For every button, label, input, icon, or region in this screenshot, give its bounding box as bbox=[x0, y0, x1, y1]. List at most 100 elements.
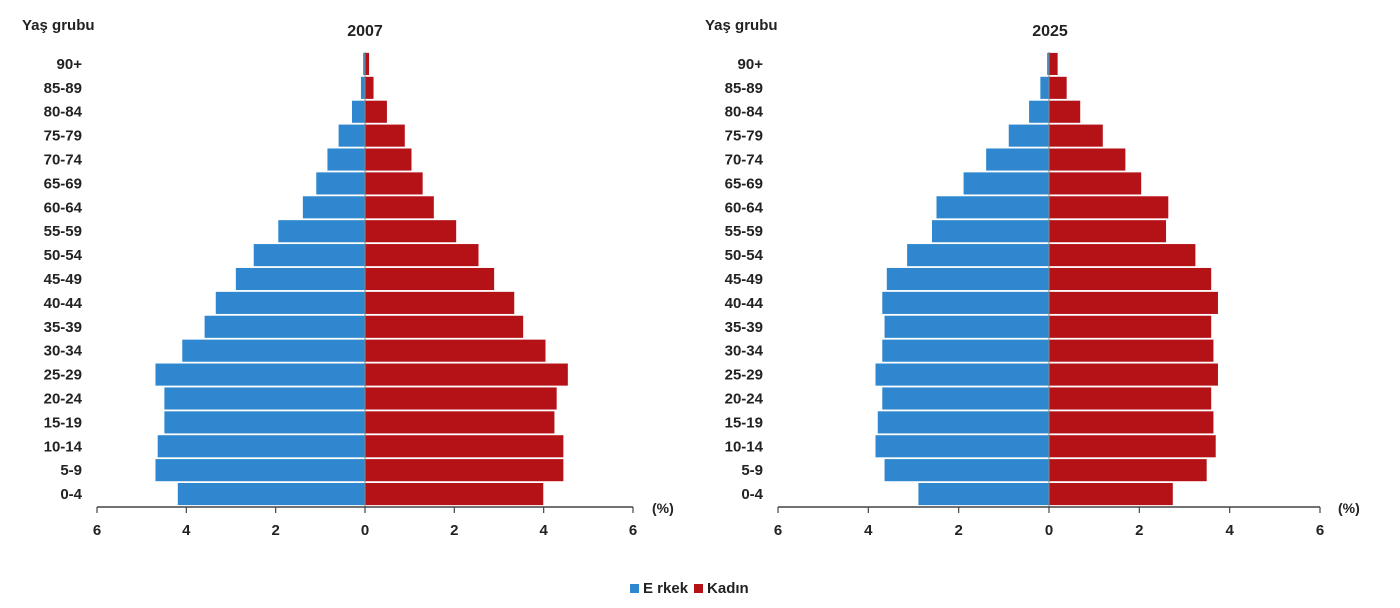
age-group-label: 25-29 bbox=[44, 367, 82, 384]
age-group-label: 15-19 bbox=[725, 414, 763, 431]
age-group-label: 65-69 bbox=[725, 175, 763, 192]
bar-female-35-39 bbox=[364, 314, 524, 339]
age-group-label: 90+ bbox=[738, 56, 764, 73]
age-group-label: 85-89 bbox=[44, 80, 82, 97]
bar-female-15-19 bbox=[1048, 410, 1215, 435]
age-group-label: 25-29 bbox=[725, 367, 763, 384]
bar-male-25-29 bbox=[874, 362, 1050, 387]
age-group-label: 45-49 bbox=[44, 271, 82, 288]
x-tick-label: 4 bbox=[182, 522, 191, 539]
bar-female-45-49 bbox=[364, 267, 495, 291]
bar-male-60-64 bbox=[935, 195, 1050, 220]
bar-female-0-4 bbox=[1048, 482, 1174, 506]
age-group-label: 70-74 bbox=[44, 152, 83, 169]
x-tick-label: 4 bbox=[539, 522, 548, 539]
x-tick-label: 0 bbox=[1045, 522, 1053, 539]
x-tick-label: 6 bbox=[1316, 522, 1324, 539]
bar-female-10-14 bbox=[364, 434, 565, 459]
bar-male-0-4 bbox=[917, 482, 1050, 506]
bar-female-10-14 bbox=[1048, 434, 1217, 459]
bar-male-55-59 bbox=[277, 219, 366, 244]
bar-female-90+ bbox=[1048, 52, 1059, 76]
x-tick-label: 2 bbox=[954, 522, 962, 539]
age-group-label: 50-54 bbox=[725, 247, 764, 264]
bar-male-20-24 bbox=[881, 386, 1050, 411]
bar-male-10-14 bbox=[874, 434, 1050, 459]
bar-female-5-9 bbox=[364, 458, 565, 483]
bar-male-20-24 bbox=[163, 386, 366, 411]
bar-female-0-4 bbox=[364, 482, 545, 506]
bar-male-30-34 bbox=[181, 338, 366, 363]
bar-male-85-89 bbox=[1039, 75, 1050, 100]
x-axis-unit: (%) bbox=[1338, 500, 1360, 516]
bar-female-50-54 bbox=[1048, 243, 1197, 267]
bar-male-85-89 bbox=[360, 75, 366, 100]
x-tick-label: 4 bbox=[1225, 522, 1234, 539]
bar-female-85-89 bbox=[364, 75, 375, 100]
bar-male-65-69 bbox=[315, 171, 366, 196]
legend-label-female: Kadın bbox=[707, 579, 749, 597]
bar-male-40-44 bbox=[214, 291, 366, 315]
bar-male-15-19 bbox=[163, 410, 366, 435]
bar-female-15-19 bbox=[364, 410, 556, 435]
bar-female-80-84 bbox=[364, 99, 388, 124]
x-tick-label: 6 bbox=[93, 522, 101, 539]
legend-swatch-female bbox=[694, 583, 704, 593]
legend-swatch-male bbox=[630, 583, 639, 593]
bar-male-45-49 bbox=[886, 267, 1050, 291]
bar-male-30-34 bbox=[881, 338, 1050, 363]
pyramid-chart-2007: 2007 Yaş grubu 0-4 5-9 10-14 15-19 20-24 25-29 3… bbox=[22, 17, 674, 539]
bar-female-75-79 bbox=[1048, 123, 1104, 148]
legend-item-male: E rkek bbox=[630, 580, 688, 597]
bar-male-60-64 bbox=[302, 195, 366, 220]
legend: E rkek Kadın bbox=[630, 578, 755, 598]
age-group-label: 75-79 bbox=[725, 128, 763, 145]
chart-title: 2007 bbox=[347, 23, 383, 40]
x-tick-label: 2 bbox=[1135, 522, 1143, 539]
age-group-label: 45-49 bbox=[725, 271, 763, 288]
bar-male-45-49 bbox=[235, 267, 366, 291]
legend-item-female: Kadın bbox=[694, 580, 749, 597]
y-axis-label: Yaş grubu bbox=[705, 17, 778, 34]
x-tick-label: 6 bbox=[629, 522, 637, 539]
age-group-label: 75-79 bbox=[44, 128, 82, 145]
x-tick-label: 0 bbox=[361, 522, 369, 539]
bar-male-55-59 bbox=[931, 219, 1050, 244]
age-group-label: 5-9 bbox=[60, 462, 82, 479]
age-group-label: 30-34 bbox=[44, 343, 83, 360]
x-tick-label: 2 bbox=[450, 522, 458, 539]
chart-title: 2025 bbox=[1032, 23, 1068, 40]
bar-female-65-69 bbox=[1048, 171, 1142, 196]
bar-female-75-79 bbox=[364, 123, 406, 148]
bar-male-50-54 bbox=[252, 243, 366, 267]
bar-female-60-64 bbox=[364, 195, 435, 220]
bar-male-75-79 bbox=[337, 123, 366, 148]
age-group-label: 5-9 bbox=[741, 462, 763, 479]
age-group-label: 40-44 bbox=[44, 295, 83, 312]
bar-female-40-44 bbox=[364, 291, 516, 315]
bar-female-70-74 bbox=[364, 147, 413, 172]
age-group-label: 85-89 bbox=[725, 80, 763, 97]
x-tick-label: 4 bbox=[864, 522, 873, 539]
age-group-label: 20-24 bbox=[725, 390, 764, 407]
age-group-label: 55-59 bbox=[725, 223, 763, 240]
legend-label-male: E rkek bbox=[643, 579, 689, 597]
bar-male-70-74 bbox=[326, 147, 366, 172]
bar-female-25-29 bbox=[1048, 362, 1219, 387]
bar-female-20-24 bbox=[1048, 386, 1213, 411]
bar-male-40-44 bbox=[881, 291, 1050, 315]
age-group-label: 35-39 bbox=[44, 319, 82, 336]
bar-male-65-69 bbox=[962, 171, 1050, 196]
age-group-label: 50-54 bbox=[44, 247, 83, 264]
bar-male-35-39 bbox=[883, 314, 1050, 339]
bar-female-30-34 bbox=[364, 338, 547, 363]
bar-male-25-29 bbox=[154, 362, 366, 387]
age-group-label: 10-14 bbox=[44, 438, 83, 455]
bar-female-20-24 bbox=[364, 386, 558, 411]
age-group-label: 80-84 bbox=[725, 104, 764, 121]
y-axis-label: Yaş grubu bbox=[22, 17, 95, 34]
bar-male-10-14 bbox=[156, 434, 366, 459]
age-group-label: 60-64 bbox=[725, 199, 764, 216]
bar-male-5-9 bbox=[154, 458, 366, 483]
bar-male-5-9 bbox=[883, 458, 1050, 483]
